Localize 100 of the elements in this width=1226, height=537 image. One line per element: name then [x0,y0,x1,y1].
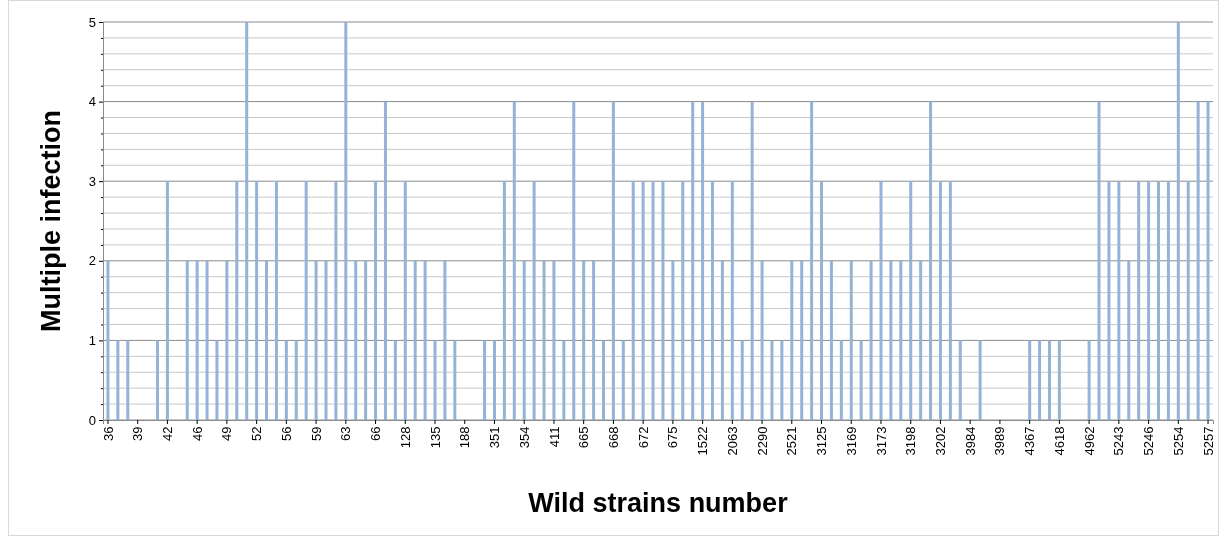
bar [522,260,526,420]
bar [215,340,219,420]
x-tick-label: 3989 [992,426,1008,456]
bar [711,181,715,420]
bar [829,260,833,420]
bar [601,340,605,420]
bar [869,260,873,420]
bar [334,181,338,420]
bar [780,340,784,420]
bar [938,181,942,420]
y-tick-label: 2 [88,253,96,269]
bar [1186,181,1190,420]
bar [671,260,675,420]
x-tick-label: 665 [576,426,592,449]
bar [958,340,962,420]
bar [691,101,695,420]
x-tick-label: 46 [189,426,205,441]
y-tick-label: 0 [88,412,96,428]
x-tick-label: 3984 [962,426,978,456]
bar [205,260,209,420]
bar [572,101,576,420]
x-tick-label: 1522 [695,426,711,456]
bar [899,260,903,420]
x-tick-label: 63 [338,426,354,441]
bar [641,181,645,420]
bar [344,22,348,420]
x-tick-label: 351 [487,426,503,449]
bar [681,181,685,420]
bar [651,181,655,420]
bar [324,260,328,420]
bar [106,260,110,420]
x-tick-label: 3125 [814,426,830,456]
bar [611,101,615,420]
y-tick-label: 4 [88,94,96,110]
x-tick-label: 5246 [1141,426,1157,456]
bar [403,181,407,420]
x-tick-label: 2521 [784,426,800,456]
bar [255,181,259,420]
bar [740,340,744,420]
bar [433,340,437,420]
bar [443,260,447,420]
bar [165,181,169,420]
bar [126,340,130,420]
bar [314,260,318,420]
x-tick-label: 39 [130,426,146,441]
x-tick-label: 59 [308,426,324,441]
x-tick-label: 2290 [754,426,770,456]
bar [800,260,804,420]
x-tick-label: 3202 [933,426,949,456]
bar [274,181,278,420]
bar [1117,181,1121,420]
x-tick-label: 135 [427,426,443,449]
x-tick-label: 52 [249,426,265,441]
bar [810,101,814,420]
bar [750,101,754,420]
x-tick-label: 56 [278,426,294,441]
x-tick-label: 675 [665,426,681,449]
bar [483,340,487,420]
bar [383,101,387,420]
bar [1137,181,1141,420]
x-tick-label: 3173 [873,426,889,456]
bar [423,260,427,420]
bar [1176,22,1180,420]
bar [1097,101,1101,420]
x-tick-label: 5257 [1200,426,1216,456]
bar [156,340,160,420]
bar [839,340,843,420]
x-tick-label: 42 [159,426,175,441]
bar [374,181,378,420]
bar [245,22,249,420]
x-tick-label: 36 [100,426,116,441]
bar [225,260,229,420]
bar [185,260,189,420]
bar [760,260,764,420]
x-tick-label: 672 [635,426,651,449]
x-tick-label: 2063 [724,426,740,456]
x-tick-label: 411 [546,426,562,448]
x-tick-label: 668 [605,426,621,449]
x-tick-label: 5254 [1170,426,1186,456]
x-tick-label: 128 [397,426,413,449]
x-tick-label: 188 [457,426,473,449]
bar [1156,181,1160,420]
bar [929,101,933,420]
bar [919,260,923,420]
bar [116,340,120,420]
bar [1057,340,1061,420]
bar [1147,181,1151,420]
bar [621,340,625,420]
x-tick-label: 354 [516,426,532,449]
y-axis-title: Multiple infection [36,110,66,332]
bar [631,181,635,420]
x-tick-label: 3169 [843,426,859,456]
x-tick-label: 4618 [1051,426,1067,456]
y-tick-label: 1 [88,333,96,349]
bar [195,260,199,420]
bar [889,260,893,420]
bar [859,340,863,420]
bar [265,260,269,420]
bar [284,340,288,420]
x-tick-label: 49 [219,426,235,441]
